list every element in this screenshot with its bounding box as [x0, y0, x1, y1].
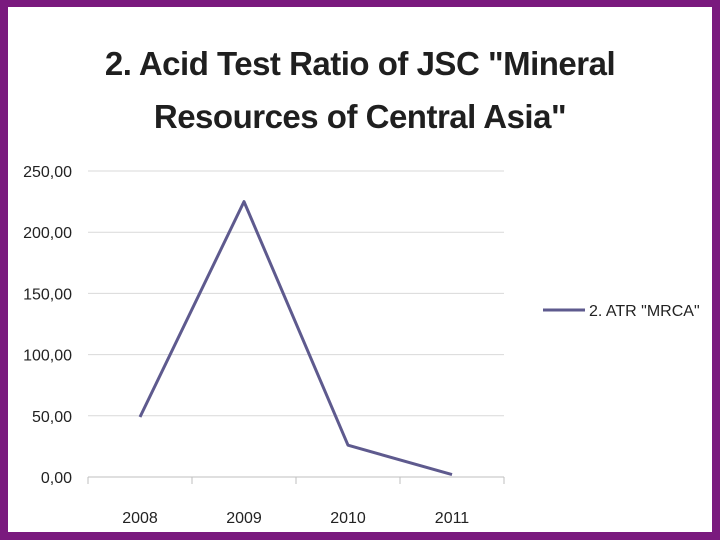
x-tick-label: 2008 — [122, 510, 158, 527]
legend-label: 2. ATR "MRCA" — [589, 303, 700, 320]
chart-title: 2. Acid Test Ratio of JSC "Mineral Resou… — [8, 37, 712, 143]
axes — [87, 476, 505, 484]
x-tick-label: 2011 — [435, 510, 470, 527]
x-tick-label: 2009 — [226, 510, 262, 527]
series-line — [138, 200, 453, 477]
y-tick-label: 50,00 — [32, 409, 72, 426]
slide: 2. Acid Test Ratio of JSC "Mineral Resou… — [8, 7, 712, 532]
y-tick-label: 100,00 — [23, 348, 72, 365]
series-lines — [138, 200, 453, 477]
y-axis-tick-labels: 0,00 50,00 100,00 150,00 200,00 250,00 — [23, 164, 72, 487]
legend: 2. ATR "MRCA" — [543, 303, 700, 320]
y-tick-label: 0,00 — [41, 470, 72, 487]
y-tick-label: 250,00 — [23, 164, 72, 181]
chart-title-line-2: Resources of Central Asia" — [153, 98, 567, 135]
x-tick-label: 2010 — [330, 510, 366, 527]
x-axis-tick-labels: 2008 2009 2010 2011 — [122, 510, 469, 527]
chart-title-line-1: 2. Acid Test Ratio of JSC "Mineral — [104, 45, 616, 82]
y-tick-label: 200,00 — [23, 225, 72, 242]
y-tick-label: 150,00 — [23, 286, 72, 303]
gridlines — [88, 170, 504, 417]
